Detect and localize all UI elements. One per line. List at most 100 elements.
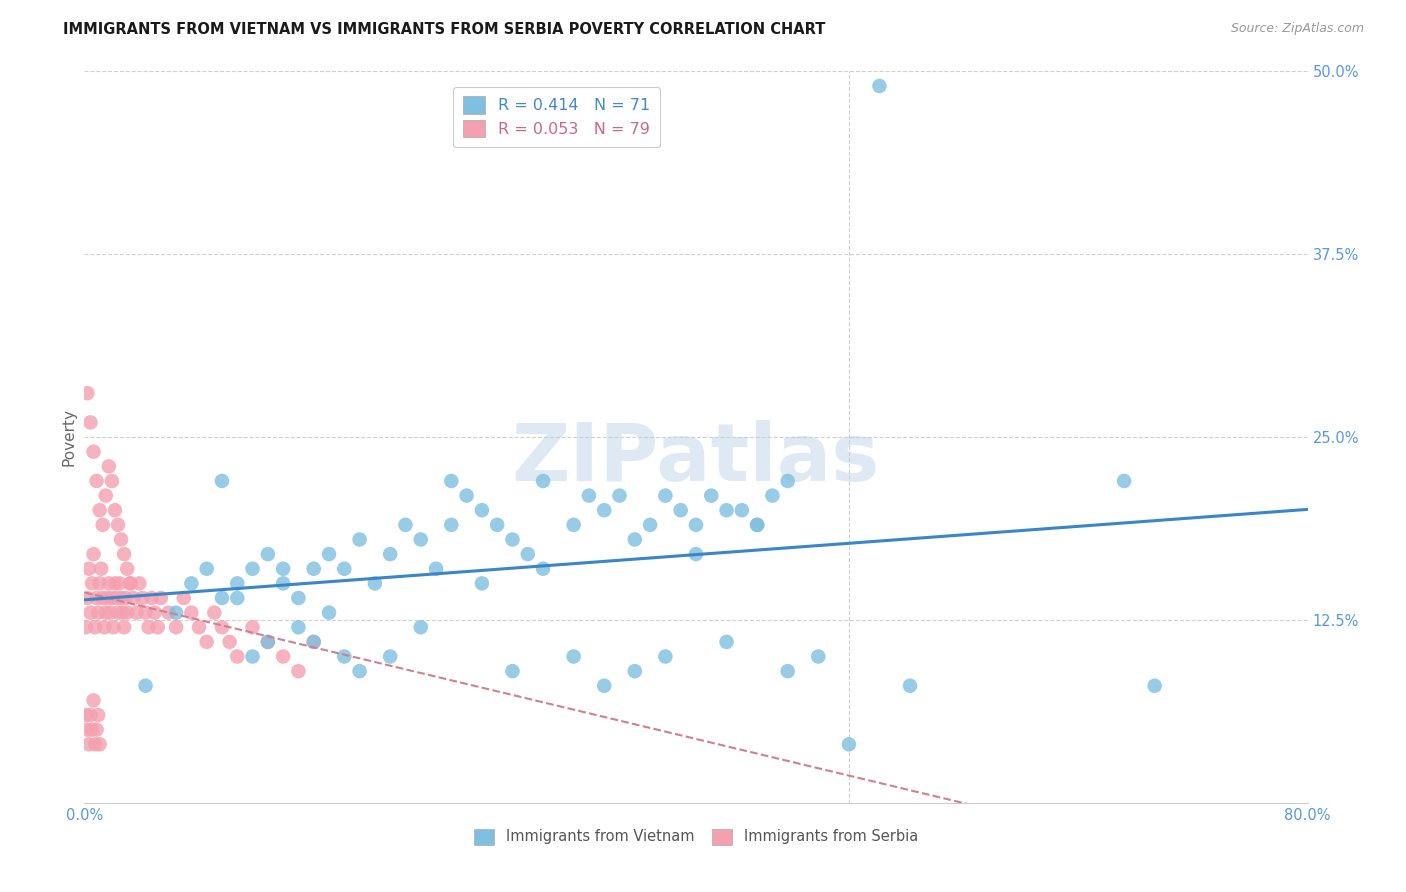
Point xyxy=(76,386,98,401)
Point xyxy=(700,489,723,503)
Point xyxy=(128,576,150,591)
Point xyxy=(624,664,647,678)
Point xyxy=(776,474,799,488)
Point xyxy=(287,664,309,678)
Point xyxy=(425,562,447,576)
Point xyxy=(654,489,676,503)
Point xyxy=(302,635,325,649)
Point xyxy=(609,489,631,503)
Point xyxy=(75,708,97,723)
Point xyxy=(593,503,616,517)
Point xyxy=(111,606,134,620)
Point xyxy=(77,737,100,751)
Point xyxy=(211,620,233,634)
Point xyxy=(638,517,661,532)
Point xyxy=(79,708,101,723)
Point xyxy=(211,474,233,488)
Point xyxy=(122,591,145,605)
Point xyxy=(110,533,132,547)
Point xyxy=(226,591,249,605)
Point xyxy=(364,576,387,591)
Point xyxy=(83,547,105,561)
Point xyxy=(135,679,157,693)
Point xyxy=(75,620,97,634)
Point xyxy=(107,606,129,620)
Point xyxy=(471,576,494,591)
Point xyxy=(90,562,112,576)
Point xyxy=(318,547,340,561)
Point xyxy=(173,591,195,605)
Point xyxy=(120,576,142,591)
Point xyxy=(157,606,180,620)
Point xyxy=(333,649,356,664)
Legend: Immigrants from Vietnam, Immigrants from Serbia: Immigrants from Vietnam, Immigrants from… xyxy=(468,822,924,850)
Point xyxy=(242,649,264,664)
Point xyxy=(578,489,600,503)
Point xyxy=(107,517,129,532)
Point xyxy=(104,576,127,591)
Point xyxy=(440,474,463,488)
Point xyxy=(271,576,294,591)
Point xyxy=(89,576,111,591)
Point xyxy=(654,649,676,664)
Point xyxy=(84,620,107,634)
Point xyxy=(89,737,111,751)
Point xyxy=(669,503,692,517)
Point xyxy=(149,591,172,605)
Point xyxy=(287,591,309,605)
Point xyxy=(125,606,148,620)
Point xyxy=(138,620,160,634)
Point xyxy=(409,620,432,634)
Point xyxy=(80,576,103,591)
Point xyxy=(211,591,233,605)
Point xyxy=(101,591,124,605)
Point xyxy=(226,649,249,664)
Point xyxy=(807,649,830,664)
Point xyxy=(257,635,280,649)
Point xyxy=(98,606,121,620)
Point xyxy=(747,517,769,532)
Point xyxy=(110,591,132,605)
Point xyxy=(302,562,325,576)
Point xyxy=(898,679,921,693)
Point xyxy=(80,723,103,737)
Point xyxy=(89,503,111,517)
Point xyxy=(165,606,187,620)
Point xyxy=(91,517,114,532)
Point xyxy=(141,591,163,605)
Point xyxy=(104,503,127,517)
Point xyxy=(516,547,538,561)
Point xyxy=(531,562,554,576)
Point xyxy=(86,474,108,488)
Point xyxy=(271,649,294,664)
Point xyxy=(195,562,218,576)
Point xyxy=(108,576,131,591)
Point xyxy=(685,547,707,561)
Point xyxy=(716,503,738,517)
Point xyxy=(456,489,478,503)
Point xyxy=(287,620,309,634)
Point xyxy=(747,517,769,532)
Point xyxy=(86,723,108,737)
Point xyxy=(349,664,371,678)
Point xyxy=(83,693,105,707)
Point xyxy=(271,562,294,576)
Point xyxy=(105,591,128,605)
Point xyxy=(165,620,187,634)
Point xyxy=(103,620,125,634)
Point xyxy=(593,679,616,693)
Text: ZIPatlas: ZIPatlas xyxy=(512,420,880,498)
Point xyxy=(112,547,135,561)
Y-axis label: Poverty: Poverty xyxy=(60,408,76,467)
Point xyxy=(135,606,157,620)
Point xyxy=(76,591,98,605)
Point xyxy=(76,723,98,737)
Point xyxy=(86,591,108,605)
Point xyxy=(1143,679,1166,693)
Point xyxy=(562,517,585,532)
Point xyxy=(79,606,101,620)
Point xyxy=(761,489,783,503)
Point xyxy=(94,606,117,620)
Point xyxy=(409,533,432,547)
Point xyxy=(471,503,494,517)
